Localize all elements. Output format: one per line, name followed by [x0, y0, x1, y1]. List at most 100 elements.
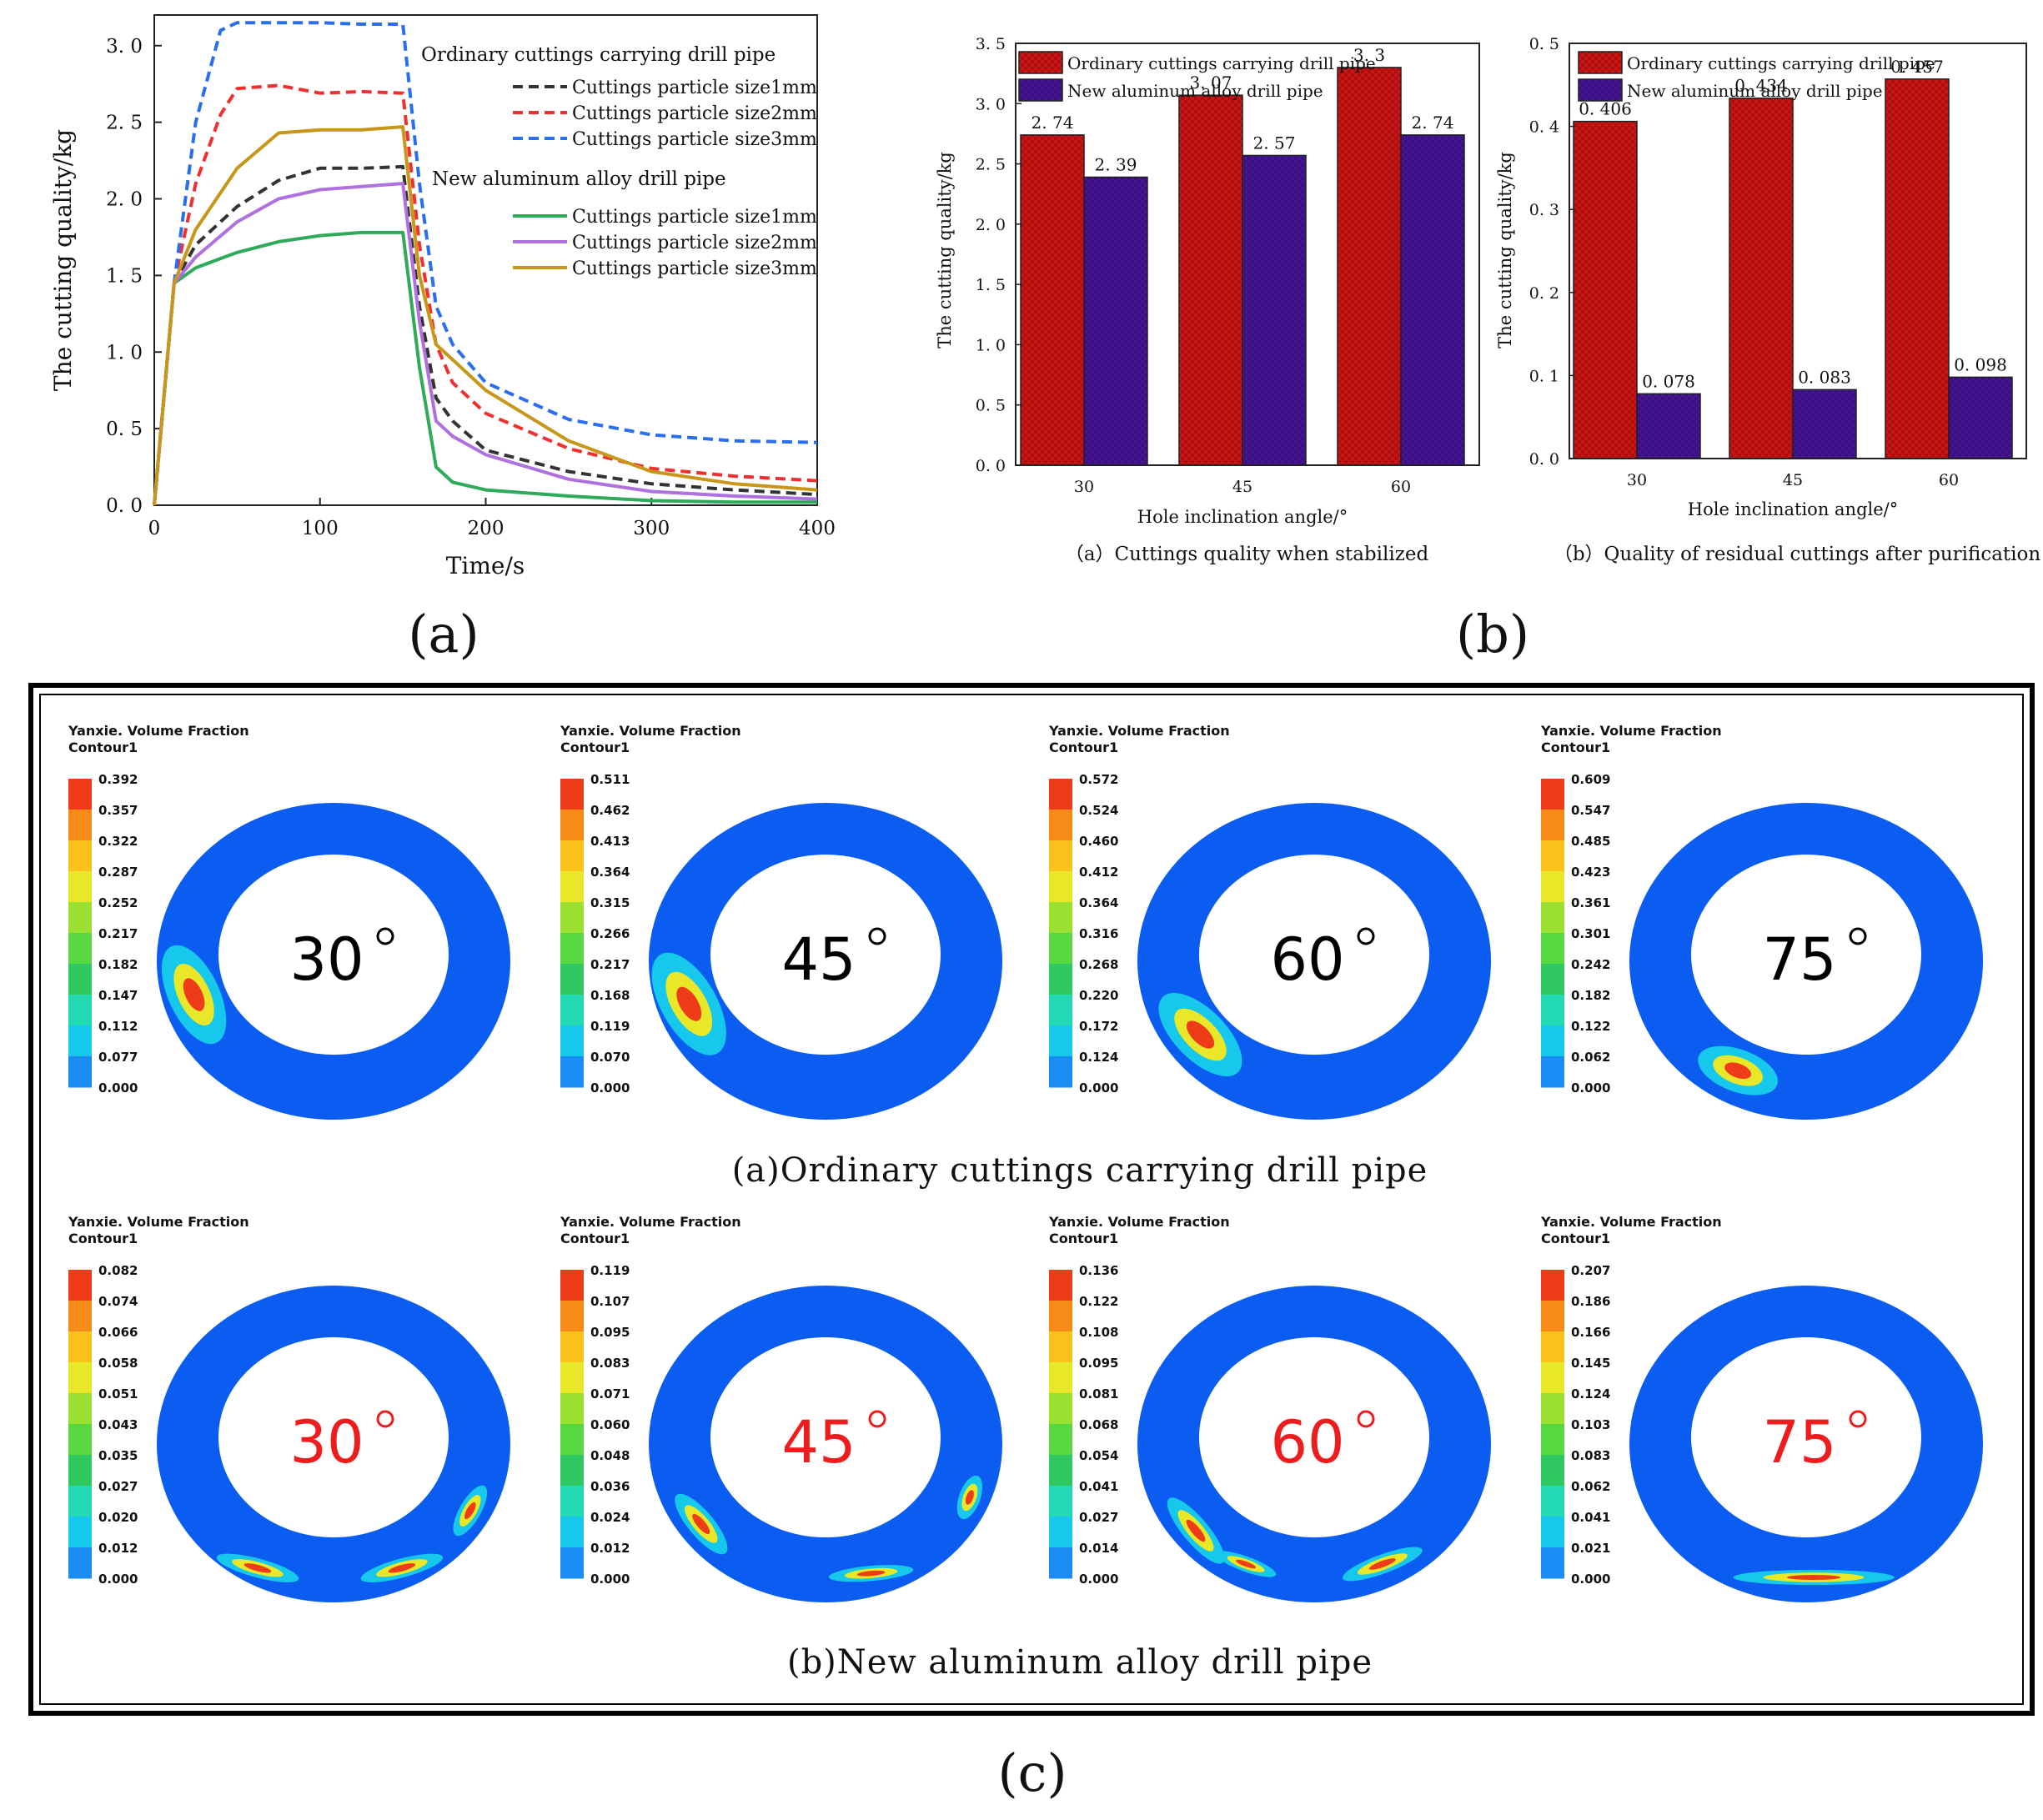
- contour-legend-title: Yanxie. Volume Fraction: [560, 723, 741, 739]
- contour-scale-segment: [560, 1301, 584, 1332]
- contour-scale-segment: [68, 1455, 92, 1487]
- contour-scale-segment: [68, 995, 92, 1026]
- contour-scale-tick: 0.217: [590, 957, 630, 972]
- contour-scale-segment: [1049, 933, 1072, 965]
- contour-scale-tick: 0.166: [1571, 1325, 1610, 1340]
- contour-scale-tick: 0.423: [1571, 865, 1610, 880]
- contour-angle-label: 75: [1762, 1408, 1836, 1477]
- contour-scale-tick: 0.609: [1571, 772, 1610, 787]
- contour-scale-segment: [1541, 1025, 1564, 1057]
- contour-scale-tick: 0.060: [590, 1417, 630, 1432]
- legend-label-new-2mm: Cuttings particle size2mm: [572, 233, 817, 253]
- contour-scale-tick: 0.021: [1571, 1541, 1610, 1556]
- line-y-tick-label: 3. 0: [106, 36, 143, 58]
- line-chart-ylabel: The cutting quality/kg: [49, 129, 77, 391]
- bar1-x-tick-label: 45: [1232, 478, 1252, 496]
- line-x-tick-label: 200: [468, 518, 504, 539]
- contour-legend-title: Yanxie. Volume Fraction: [1048, 1214, 1230, 1230]
- bar1-x-tick-label: 30: [1074, 478, 1094, 496]
- contour-scale-tick: 0.083: [590, 1356, 630, 1371]
- contour-scale-segment: [68, 902, 92, 934]
- contour-scale-segment: [560, 1056, 584, 1088]
- bar1-data-label: 2. 74: [1032, 113, 1074, 133]
- bar1-legend-swatch-ordinary: [1019, 52, 1062, 73]
- contour-scale-segment: [68, 1270, 92, 1301]
- contour-scale-tick: 0.051: [98, 1386, 138, 1401]
- bar1-bar-ordinary-30: [1021, 135, 1084, 465]
- contour-scale-tick: 0.014: [1079, 1541, 1118, 1556]
- bar2-x-tick-label: 30: [1627, 471, 1647, 489]
- contour-scale-tick: 0.048: [590, 1448, 630, 1463]
- contour-scale-segment: [1541, 964, 1564, 995]
- bar2-y-tick-label: 0. 0: [1529, 450, 1559, 469]
- panel-label-c: (c): [997, 1742, 1067, 1803]
- contour-scale-segment: [1049, 779, 1072, 810]
- legend-label-new-3mm: Cuttings particle size3mm: [572, 258, 817, 279]
- contour-panel-new-30: Yanxie. Volume FractionContour10.0820.07…: [68, 1214, 510, 1602]
- contour-scale-tick: 0.036: [590, 1479, 630, 1494]
- bar2-y-tick-label: 0. 3: [1529, 201, 1559, 219]
- contour-scale-segment: [1049, 810, 1072, 841]
- contour-panel-new-75: Yanxie. Volume FractionContour10.2070.18…: [1540, 1214, 1983, 1602]
- figure-canvas: 0 100 200 300 400 0. 00. 51. 01. 52. 02. 53.…: [0, 0, 2043, 1820]
- bar2-bar-new-60: [1949, 377, 2012, 459]
- contour-scale-segment: [68, 1547, 92, 1579]
- line-chart-x-axis: 0 100 200 300 400: [148, 498, 836, 539]
- bar1-bar-new-30: [1084, 177, 1147, 465]
- contour-scale-segment: [68, 1486, 92, 1517]
- contour-scale-segment: [1049, 1301, 1072, 1332]
- contour-scale-tick: 0.364: [590, 865, 630, 880]
- bar2-y-tick-label: 0. 4: [1529, 118, 1559, 137]
- contour-scale-segment: [68, 964, 92, 995]
- contour-angle-label: 60: [1270, 1408, 1344, 1477]
- contour-scale-segment: [68, 810, 92, 841]
- bar1-bar-new-45: [1242, 155, 1306, 465]
- contour-scale-tick: 0.071: [590, 1386, 630, 1401]
- bar1-y-tick-label: 0. 5: [976, 397, 1006, 415]
- line-series-new-2mm: [154, 183, 817, 505]
- contour-scale-segment: [560, 1424, 584, 1456]
- contour-scale-segment: [560, 1270, 584, 1301]
- contour-scale-tick: 0.000: [590, 1572, 630, 1587]
- contour-scale-tick: 0.122: [1571, 1019, 1610, 1034]
- contour-section: Yanxie. Volume FractionContour10.3920.35…: [31, 685, 2032, 1713]
- contour-scale-segment: [1541, 1270, 1564, 1301]
- contour-scale-tick: 0.207: [1571, 1263, 1610, 1278]
- bar1-y-tick-label: 1. 5: [976, 276, 1006, 294]
- contour-scale-tick: 0.124: [1571, 1386, 1610, 1401]
- contour-scale-segment: [560, 1362, 584, 1394]
- contour-caption-new: (b)New aluminum alloy drill pipe: [787, 1643, 1373, 1682]
- contour-scale-tick: 0.287: [98, 865, 138, 880]
- contour-scale-tick: 0.000: [1571, 1572, 1610, 1587]
- contour-scale-tick: 0.112: [98, 1019, 138, 1034]
- contour-scale-segment: [1541, 1424, 1564, 1456]
- bar2-legend-swatch-new: [1579, 79, 1622, 101]
- contour-scale-tick: 0.066: [98, 1325, 138, 1340]
- line-chart: 0 100 200 300 400 0. 0 0. 5 1. 0 1. 5 2. 0 2. 5 3.…: [49, 15, 836, 579]
- legend-group-new: New aluminum alloy drill pipe: [432, 168, 726, 190]
- contour-scale-segment: [560, 902, 584, 934]
- contour-scale-tick: 0.266: [590, 926, 630, 941]
- contour-scale-tick: 0.462: [590, 803, 630, 818]
- contour-scale-tick: 0.103: [1571, 1417, 1610, 1432]
- contour-scale-segment: [1049, 871, 1072, 903]
- contour-scale-segment: [1541, 779, 1564, 810]
- bar1-y-tick-label: 3. 0: [976, 95, 1006, 113]
- contour-scale-segment: [560, 964, 584, 995]
- contour-scale-segment: [1049, 1486, 1072, 1517]
- line-y-tick-label: 2. 5: [106, 113, 143, 134]
- contour-scale-tick: 0.012: [590, 1541, 630, 1556]
- contour-scale-tick: 0.485: [1571, 834, 1610, 849]
- contour-scale-tick: 0.012: [98, 1541, 138, 1556]
- contour-scale-tick: 0.035: [98, 1448, 138, 1463]
- contour-scale-tick: 0.186: [1571, 1294, 1610, 1309]
- contour-scale-segment: [1049, 964, 1072, 995]
- contour-scale-tick: 0.364: [1079, 895, 1118, 910]
- contour-scale-segment: [560, 1331, 584, 1363]
- contour-scale-segment: [560, 779, 584, 810]
- contour-scale-segment: [1541, 1455, 1564, 1487]
- bar1-y-axis: 0. 00. 51. 01. 52. 02. 53. 03. 5: [976, 35, 1022, 475]
- bar2-bars: 0. 4060. 0780. 4340. 0830. 4570. 098: [1574, 57, 2012, 459]
- contour-caption-ordinary: (a)Ordinary cuttings carrying drill pipe: [732, 1151, 1428, 1190]
- contour-panel-ordinary-45: Yanxie. Volume FractionContour10.5110.46…: [560, 723, 1002, 1120]
